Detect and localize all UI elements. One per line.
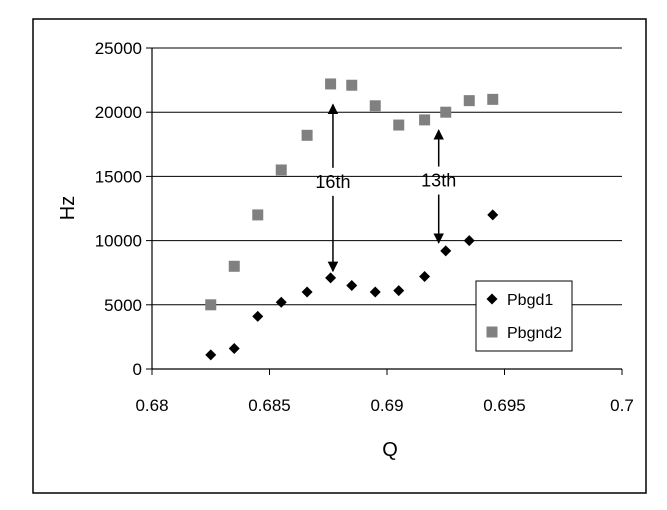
y-tick-label: 25000 <box>95 39 142 58</box>
point-Pbgnd2 <box>393 119 405 131</box>
point-Pbgd1 <box>275 296 287 308</box>
point-Pbgd1 <box>205 349 217 361</box>
y-tick-label: 15000 <box>95 167 142 186</box>
point-Pbgd1 <box>393 285 405 297</box>
legend-label: Pbgd1 <box>507 292 553 309</box>
x-tick-label: 0.695 <box>483 396 526 415</box>
legend-box <box>475 280 573 352</box>
y-tick-label: 10000 <box>95 232 142 251</box>
annotation-label: 16th <box>315 172 350 192</box>
y-tick-label: 5000 <box>104 296 142 315</box>
x-axis-label: Q <box>382 439 398 461</box>
y-tick-label: 0 <box>133 360 142 379</box>
x-tick-labels: 0.68 0.685 0.69 0.695 0.7 <box>135 396 633 415</box>
data-points <box>205 78 499 361</box>
legend-marker-Pbgnd2 <box>486 326 498 338</box>
point-Pbgd1 <box>419 271 431 283</box>
point-Pbgd1 <box>463 235 475 247</box>
point-Pbgnd2 <box>252 209 264 221</box>
x-tick-label: 0.685 <box>248 396 291 415</box>
point-Pbgnd2 <box>325 78 337 90</box>
point-Pbgnd2 <box>205 299 217 311</box>
point-Pbgnd2 <box>487 93 499 105</box>
axes <box>146 47 623 375</box>
point-Pbgd1 <box>301 286 313 298</box>
x-tick-label: 0.68 <box>135 396 168 415</box>
point-Pbgnd2 <box>369 100 381 112</box>
point-Pbgd1 <box>487 209 499 221</box>
legend-marker-Pbgd1 <box>486 293 498 305</box>
x-tick-label: 0.7 <box>610 396 634 415</box>
point-Pbgd1 <box>228 342 240 354</box>
annotation-label: 13th <box>421 171 456 191</box>
point-Pbgd1 <box>440 245 452 257</box>
point-Pbgnd2 <box>275 164 287 176</box>
legend: Pbgd1 Pbgnd2 <box>475 280 573 352</box>
y-tick-label: 20000 <box>95 103 142 122</box>
point-Pbgd1 <box>325 272 337 284</box>
y-tick-labels: 0 5000 10000 15000 20000 25000 <box>95 39 142 379</box>
point-Pbgd1 <box>252 310 264 322</box>
annotations: 16th 13th <box>315 103 456 273</box>
point-Pbgnd2 <box>419 114 431 126</box>
point-Pbgnd2 <box>463 95 475 107</box>
point-Pbgnd2 <box>301 129 313 141</box>
point-Pbgnd2 <box>346 79 358 91</box>
y-axis-label: Hz <box>57 196 79 220</box>
legend-label: Pbgnd2 <box>507 325 562 342</box>
point-Pbgnd2 <box>228 260 240 272</box>
x-tick-label: 0.69 <box>370 396 403 415</box>
point-Pbgd1 <box>346 280 358 292</box>
chart-frame <box>32 18 647 494</box>
point-Pbgd1 <box>369 286 381 298</box>
point-Pbgnd2 <box>440 106 452 118</box>
